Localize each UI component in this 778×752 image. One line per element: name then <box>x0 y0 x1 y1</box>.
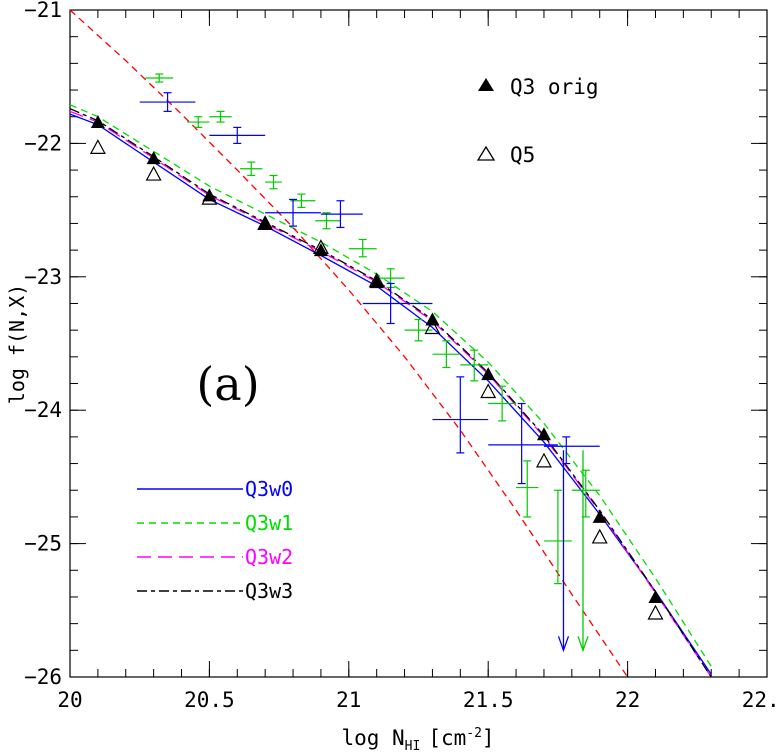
legend-label-q5: Q5 <box>510 143 535 167</box>
x-tick-label: 22 <box>615 688 640 712</box>
x-axis-label-close: ] <box>482 726 495 750</box>
x-tick-label: 22.5 <box>742 688 778 712</box>
q5-point <box>257 215 274 231</box>
model-lines <box>69 9 712 678</box>
q5-point <box>89 139 106 155</box>
y-tick-label: −24 <box>24 398 62 422</box>
y-axis-label: log f(N,X) <box>5 284 29 404</box>
data-markers <box>89 115 664 620</box>
q3-orig-point <box>592 509 607 523</box>
legend-label-q3w2: Q3w2 <box>245 545 293 569</box>
q5-point <box>480 383 497 399</box>
y-tick-label: −26 <box>24 665 62 689</box>
q3-orig-point <box>90 115 105 129</box>
marker-legend: Q3 orig Q5 <box>476 75 599 167</box>
x-axis-label-main: log N <box>341 726 404 750</box>
error-bars <box>139 73 600 653</box>
upper-limit-arrowhead <box>577 636 589 653</box>
x-axis-label: log NHI [cm-2] <box>341 726 494 752</box>
legend-label-q3w3: Q3w3 <box>245 579 293 603</box>
series-line-q3w1 <box>69 104 712 667</box>
q5-point <box>535 452 552 468</box>
series-line-q3w0 <box>69 113 712 675</box>
x-axis-label-sub: HI <box>405 739 421 752</box>
x-tick-label: 20 <box>57 688 82 712</box>
y-tick-label: −21 <box>24 0 62 22</box>
q3-orig-point <box>536 427 551 441</box>
legend-open-triangle <box>476 145 496 161</box>
q5-point <box>201 189 218 205</box>
q5-point <box>145 165 162 181</box>
legend-label-q3w1: Q3w1 <box>245 511 293 535</box>
axis-tick-labels: 20 20.5 21 21.5 22 22.5 −26 −25 −24 −23 −22 −21 <box>24 0 778 712</box>
q3-orig-point <box>258 216 273 230</box>
plot-frame <box>69 9 768 678</box>
q5-point <box>312 239 329 255</box>
x-tick-label: 20.5 <box>184 688 235 712</box>
q5-point <box>368 272 385 288</box>
q3-orig-point <box>425 312 440 326</box>
y-tick-label: −23 <box>24 265 62 289</box>
legend-label-q3-orig: Q3 orig <box>510 75 599 99</box>
q3-orig-point <box>369 275 384 289</box>
y-tick-label: −22 <box>24 131 62 155</box>
series-line-red-fit <box>69 9 629 678</box>
q3-orig-point <box>648 589 663 603</box>
q5-point <box>591 528 608 544</box>
axis-ticks <box>69 9 768 678</box>
x-tick-label: 21 <box>336 688 361 712</box>
series-line-q3w3 <box>69 108 712 678</box>
q3-orig-point <box>146 151 161 165</box>
y-tick-label: −25 <box>24 532 62 556</box>
q3-orig-point <box>481 367 496 381</box>
line-legend: Q3w0 Q3w1 Q3w2 Q3w3 <box>137 477 293 603</box>
q5-point <box>424 319 441 335</box>
x-axis-label-unit: [cm <box>428 726 466 750</box>
x-axis-label-exp: -2 <box>466 726 482 741</box>
q5-point <box>647 604 664 620</box>
series-line-q3w2 <box>69 110 712 678</box>
panel-label: (a) <box>196 357 259 411</box>
legend-label-q3w0: Q3w0 <box>245 477 293 501</box>
legend-filled-triangle <box>478 78 494 91</box>
x-tick-label: 21.5 <box>463 688 514 712</box>
upper-limit-arrowhead <box>557 636 570 653</box>
